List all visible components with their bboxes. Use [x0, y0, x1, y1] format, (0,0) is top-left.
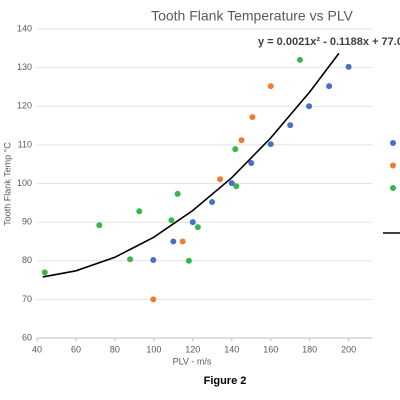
data-point — [194, 224, 201, 231]
data-point — [296, 56, 303, 63]
x-tick-label: 40 — [32, 344, 42, 354]
x-tick-label: 200 — [341, 344, 356, 354]
data-point — [179, 238, 186, 245]
y-tick-label: 60 — [22, 332, 32, 342]
y-tick-label: 140 — [17, 23, 32, 33]
x-tick-label: 140 — [224, 344, 239, 354]
trendline-equation: y = 0.0021x² - 0.1188x + 77.0 — [258, 36, 400, 48]
data-point — [228, 180, 235, 187]
data-point — [136, 208, 143, 215]
data-point — [345, 63, 352, 70]
trendline — [42, 52, 340, 278]
data-point — [185, 257, 192, 264]
data-point — [326, 83, 333, 90]
chart-title: Tooth Flank Temperature vs PLV — [151, 8, 353, 24]
data-point — [150, 256, 157, 263]
y-tick-label: 80 — [22, 255, 32, 265]
y-axis-label: Tooth Flank Temp °C — [2, 142, 12, 226]
data-point — [249, 114, 256, 121]
data-point — [306, 103, 313, 110]
data-point — [287, 122, 294, 129]
x-axis-label: PLV - m/s — [173, 356, 212, 366]
data-point — [267, 141, 274, 148]
x-tick-label: 180 — [302, 344, 317, 354]
legend-marker — [390, 162, 396, 169]
legend-marker — [390, 185, 396, 191]
data-point — [189, 219, 196, 226]
data-point — [238, 137, 245, 144]
data-point — [96, 222, 103, 229]
data-point — [217, 176, 224, 183]
data-point — [209, 199, 216, 206]
data-point — [232, 146, 239, 153]
y-tick-label: 70 — [22, 294, 32, 304]
data-point — [170, 238, 177, 245]
data-point — [41, 269, 48, 276]
y-tick-label: 120 — [17, 101, 32, 111]
data-point — [248, 160, 255, 167]
x-tick-label: 120 — [185, 344, 200, 354]
x-tick-label: 100 — [146, 344, 161, 354]
x-tick-label: 60 — [71, 344, 81, 354]
y-tick-label: 110 — [18, 139, 32, 149]
figure-caption: Figure 2 — [204, 375, 247, 387]
data-point — [127, 256, 134, 263]
data-point — [233, 183, 240, 190]
data-point — [267, 83, 274, 90]
y-tick-label: 100 — [17, 178, 32, 188]
y-tick-label: 90 — [22, 217, 32, 227]
legend-marker — [390, 140, 396, 146]
data-point — [168, 217, 175, 224]
y-tick-label: 130 — [17, 62, 32, 72]
x-tick-label: 80 — [110, 344, 120, 354]
data-point — [150, 296, 157, 303]
x-tick-label: 160 — [263, 344, 278, 354]
data-point — [174, 190, 181, 197]
